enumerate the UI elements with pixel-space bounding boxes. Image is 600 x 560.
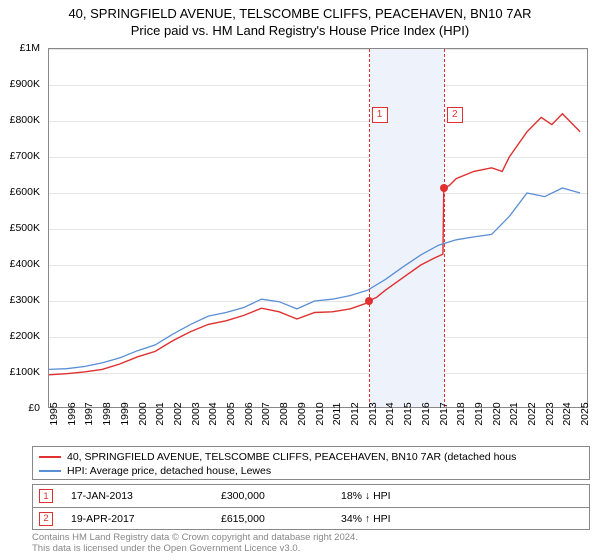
x-tick-label: 2010 (314, 402, 326, 425)
x-tick-label: 2005 (225, 402, 237, 425)
y-tick-label: £900K (10, 78, 40, 90)
sale-point-dot (440, 184, 448, 192)
x-tick-label: 2004 (207, 402, 219, 425)
x-tick-label: 2015 (402, 402, 414, 425)
x-tick-label: 2020 (491, 402, 503, 425)
y-axis: £0£100K£200K£300K£400K£500K£600K£700K£80… (0, 48, 44, 408)
sale-delta-cell: 34% ↑ HPI (341, 513, 461, 525)
x-tick-label: 2011 (331, 403, 343, 426)
x-tick-label: 2025 (579, 402, 591, 425)
table-row: 2 19-APR-2017£615,00034% ↑ HPI (33, 507, 589, 529)
chart-title-block: 40, SPRINGFIELD AVENUE, TELSCOMBE CLIFFS… (0, 0, 600, 38)
x-tick-label: 2009 (296, 402, 308, 425)
x-tick-label: 2001 (154, 402, 166, 425)
table-row: 1 17-JAN-2013£300,00018% ↓ HPI (33, 485, 589, 507)
x-tick-label: 1996 (66, 402, 78, 425)
sale-marker-vline (369, 49, 370, 407)
plot-area: 12 (48, 48, 588, 408)
series-property (49, 114, 580, 375)
sale-delta-cell: 18% ↓ HPI (341, 490, 461, 502)
x-tick-label: 2024 (561, 402, 573, 425)
x-tick-label: 2012 (349, 402, 361, 425)
footer-attribution: Contains HM Land Registry data © Crown c… (32, 532, 358, 555)
x-tick-label: 2014 (384, 402, 396, 425)
x-tick-label: 1999 (119, 402, 131, 425)
x-tick-label: 2000 (137, 402, 149, 425)
legend-swatch (39, 456, 61, 458)
x-tick-label: 1997 (83, 402, 95, 425)
legend-item: HPI: Average price, detached house, Lewe… (39, 464, 583, 478)
y-tick-label: £200K (10, 330, 40, 342)
legend-swatch (39, 470, 61, 472)
title-line2: Price paid vs. HM Land Registry's House … (0, 23, 600, 38)
sale-marker-cell: 2 (39, 512, 53, 526)
title-line1: 40, SPRINGFIELD AVENUE, TELSCOMBE CLIFFS… (0, 6, 600, 21)
x-tick-label: 2022 (526, 402, 538, 425)
x-tick-label: 2007 (260, 402, 272, 425)
x-tick-label: 2008 (278, 402, 290, 425)
x-tick-label: 2002 (172, 402, 184, 425)
legend-label: HPI: Average price, detached house, Lewe… (67, 465, 271, 477)
sale-date-cell: 17-JAN-2013 (71, 490, 221, 502)
sale-marker-box: 2 (447, 107, 463, 123)
x-tick-label: 2017 (438, 402, 450, 425)
x-tick-label: 2003 (190, 402, 202, 425)
footer-line2: This data is licensed under the Open Gov… (32, 543, 358, 554)
y-tick-label: £300K (10, 294, 40, 306)
y-tick-label: £600K (10, 186, 40, 198)
sale-point-dot (365, 297, 373, 305)
y-tick-label: £500K (10, 222, 40, 234)
x-tick-label: 1998 (101, 402, 113, 425)
sale-date-cell: 19-APR-2017 (71, 513, 221, 525)
x-tick-label: 2013 (367, 402, 379, 425)
legend-item: 40, SPRINGFIELD AVENUE, TELSCOMBE CLIFFS… (39, 450, 583, 464)
legend-label: 40, SPRINGFIELD AVENUE, TELSCOMBE CLIFFS… (67, 451, 516, 463)
y-tick-label: £1M (20, 42, 40, 54)
series-hpi (49, 188, 580, 369)
footer-line1: Contains HM Land Registry data © Crown c… (32, 532, 358, 543)
y-tick-label: £800K (10, 114, 40, 126)
legend: 40, SPRINGFIELD AVENUE, TELSCOMBE CLIFFS… (32, 446, 590, 480)
sale-marker-vline (444, 49, 445, 407)
y-tick-label: £0 (28, 402, 40, 414)
x-tick-label: 2016 (420, 402, 432, 425)
sale-price-cell: £615,000 (221, 513, 341, 525)
sale-marker-cell: 1 (39, 489, 53, 503)
x-tick-label: 2006 (243, 402, 255, 425)
chart-area: £0£100K£200K£300K£400K£500K£600K£700K£80… (48, 48, 588, 408)
sale-marker-box: 1 (372, 107, 388, 123)
x-tick-label: 1995 (48, 402, 60, 425)
x-tick-label: 2021 (508, 402, 520, 425)
x-tick-label: 2023 (544, 402, 556, 425)
x-tick-label: 2019 (473, 402, 485, 425)
x-tick-label: 2018 (455, 402, 467, 425)
y-tick-label: £100K (10, 366, 40, 378)
y-tick-label: £400K (10, 258, 40, 270)
y-tick-label: £700K (10, 150, 40, 162)
sale-price-cell: £300,000 (221, 490, 341, 502)
line-series-svg (49, 49, 588, 408)
sales-table: 1 17-JAN-2013£300,00018% ↓ HPI 2 19-APR-201… (32, 484, 590, 530)
